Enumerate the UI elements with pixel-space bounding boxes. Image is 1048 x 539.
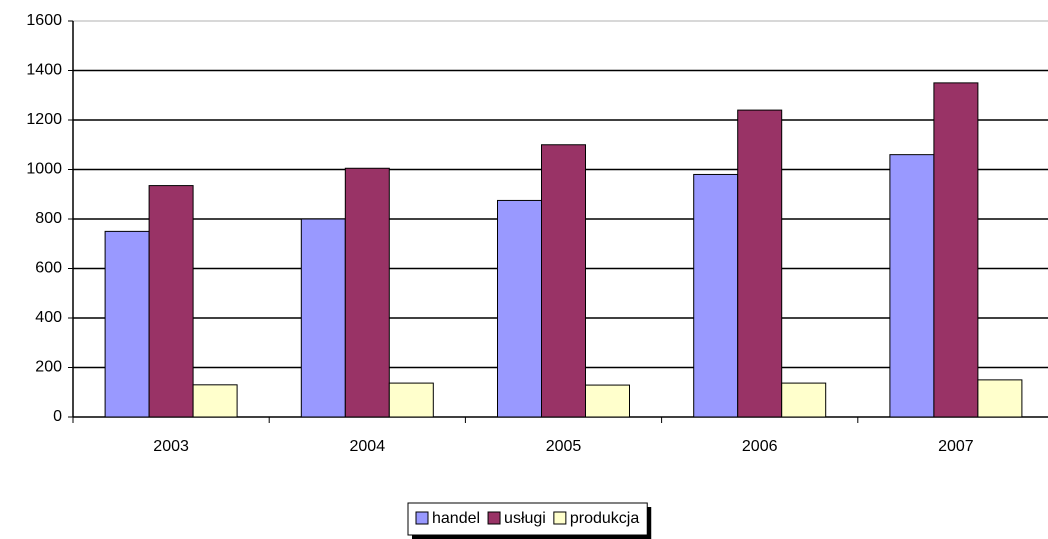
bar: [104, 230, 150, 418]
y-tick-label: 600: [35, 260, 62, 277]
legend-label: handel: [432, 510, 480, 527]
x-tick-label: 2006: [742, 438, 778, 455]
x-tick-label: 2003: [153, 438, 189, 455]
y-tick-label: 0: [53, 408, 62, 425]
y-tick-label: 800: [35, 210, 62, 227]
bar: [585, 384, 630, 418]
x-tick-label: 2004: [350, 438, 386, 455]
bar: [693, 173, 739, 418]
bar: [300, 218, 346, 418]
legend-swatch: [553, 511, 567, 525]
y-tick-label: 200: [35, 359, 62, 376]
legend-swatch: [487, 511, 501, 525]
y-tick-label: 1400: [26, 62, 62, 79]
y-tick-label: 1200: [26, 111, 62, 128]
bar: [541, 144, 586, 418]
bar: [889, 154, 935, 418]
x-tick-label: 2007: [938, 438, 974, 455]
x-tick-label: 2005: [546, 438, 582, 455]
bar: [781, 382, 827, 418]
y-tick-label: 1000: [26, 161, 62, 178]
legend-swatch: [415, 511, 429, 525]
bar: [388, 382, 434, 418]
bar: [344, 167, 390, 418]
legend-box: [407, 502, 648, 536]
bar: [148, 185, 194, 418]
legend-label: usługi: [504, 510, 546, 527]
legend-label: produkcja: [570, 510, 639, 527]
bar: [977, 379, 1023, 418]
bar: [497, 199, 542, 418]
bar: [933, 82, 979, 418]
bar: [192, 384, 238, 418]
y-tick-label: 400: [35, 309, 62, 326]
bar: [737, 109, 783, 418]
y-tick-label: 1600: [26, 12, 62, 29]
